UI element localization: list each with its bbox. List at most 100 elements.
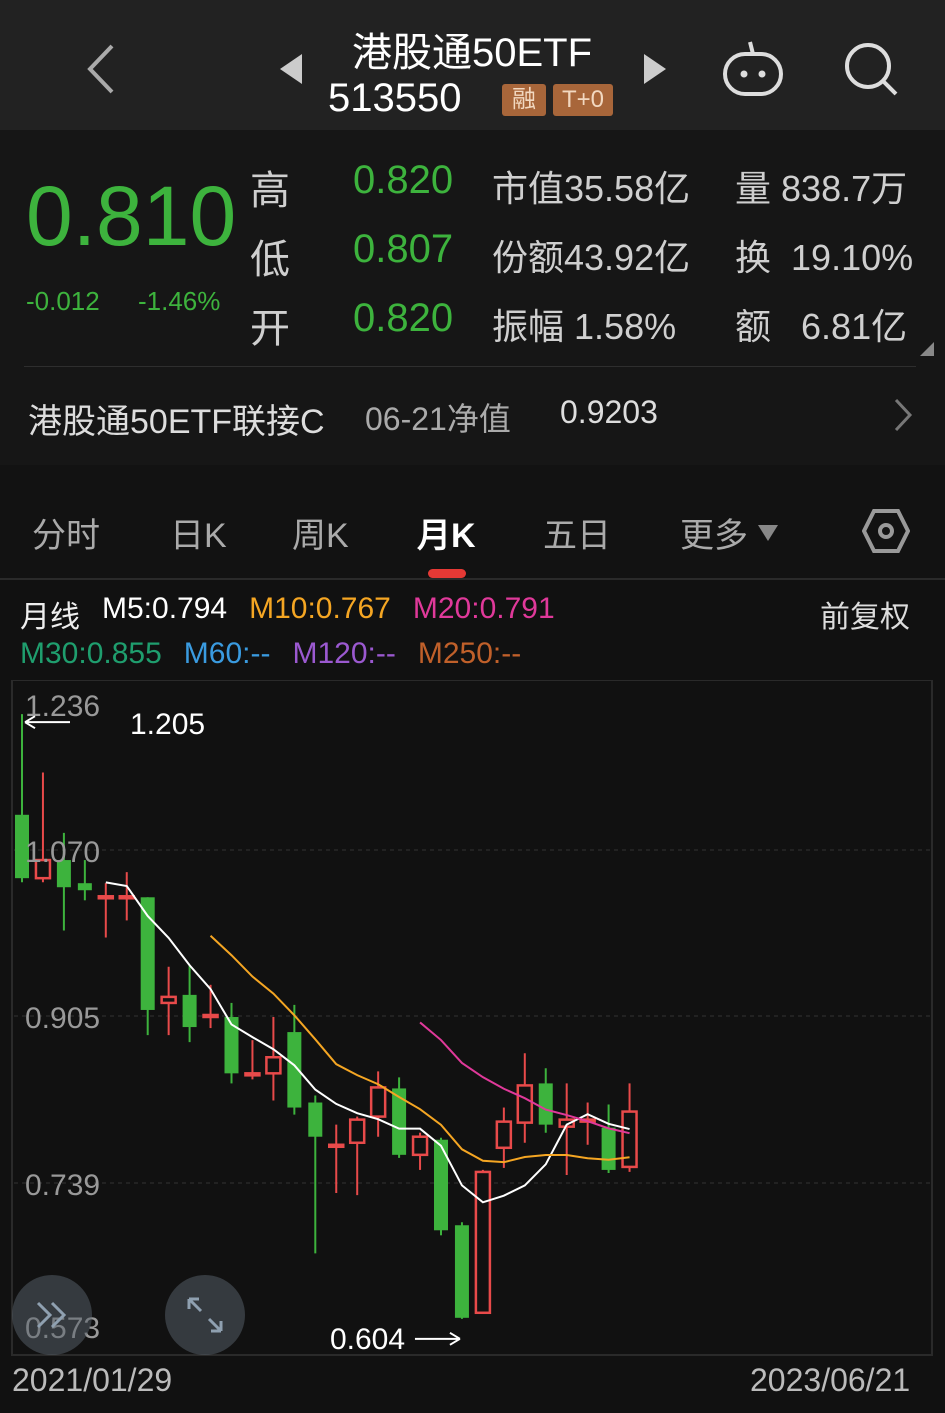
collapse-button[interactable] bbox=[12, 1275, 92, 1355]
ma250-value: M250:-- bbox=[417, 637, 522, 670]
x-end-date: 2023/06/21 bbox=[750, 1362, 911, 1398]
dropdown-icon bbox=[758, 525, 778, 541]
nav-date-label: 06-21净值 bbox=[365, 401, 511, 437]
candle-body-up bbox=[621, 1110, 638, 1169]
candle-body-down bbox=[140, 897, 155, 1010]
turnover-value: 19.10% bbox=[791, 237, 914, 278]
candle-body-up bbox=[118, 895, 135, 900]
candle-body-up bbox=[328, 1143, 345, 1149]
next-icon[interactable] bbox=[642, 54, 666, 84]
back-icon[interactable] bbox=[82, 42, 118, 96]
ma60-value: M60:-- bbox=[183, 637, 271, 670]
candle-body-up bbox=[348, 1118, 366, 1145]
shares-label: 份额 bbox=[492, 237, 565, 278]
candle-body-up bbox=[516, 1084, 534, 1124]
market-cap-value: 35.58亿 bbox=[564, 168, 691, 209]
ma120-value: M120:-- bbox=[292, 637, 396, 670]
chart-frame bbox=[11, 680, 933, 1356]
candle-body-down bbox=[77, 883, 92, 891]
margin-badge: 融 bbox=[502, 84, 546, 116]
ma5-line bbox=[105, 881, 630, 1204]
candle-body-up bbox=[244, 1072, 261, 1077]
stock-code: 513550 bbox=[328, 76, 462, 120]
robot-icon[interactable] bbox=[720, 36, 786, 98]
top-bar: 港股通50ETF 513550 融 T+0 bbox=[0, 0, 945, 130]
candle-body-up bbox=[495, 1120, 513, 1150]
open-label: 开 bbox=[250, 307, 290, 351]
turnover: 换 19.10% bbox=[735, 229, 913, 281]
candle-body-down bbox=[182, 994, 197, 1028]
candle-body-down bbox=[287, 1032, 302, 1108]
settings-icon[interactable] bbox=[862, 509, 910, 553]
amount-value: 6.81亿 bbox=[801, 306, 908, 347]
candle-body-down bbox=[454, 1225, 469, 1318]
ma20-line bbox=[419, 1021, 630, 1135]
tab-five-day[interactable]: 五日 bbox=[543, 517, 611, 555]
y-tick-label: 1.236 bbox=[25, 690, 100, 723]
linked-fund-name: 港股通50ETF联接C bbox=[28, 403, 325, 441]
volume-value: 838.7万 bbox=[781, 168, 908, 209]
amount-label: 额 bbox=[735, 306, 772, 347]
tab-more-label: 更多 bbox=[680, 517, 748, 555]
open-value: 0.820 bbox=[353, 296, 454, 340]
period-tabs: 分时 日K 周K 月K 五日 更多 bbox=[0, 465, 945, 578]
prev-icon[interactable] bbox=[280, 54, 304, 84]
amplitude-label: 振幅 bbox=[492, 306, 565, 347]
shares: 份额43.92亿 bbox=[492, 229, 690, 281]
candle-body-down bbox=[392, 1088, 407, 1155]
min-arrow-icon bbox=[414, 1331, 461, 1346]
candle-body-down bbox=[308, 1102, 323, 1137]
high-label: 高 bbox=[250, 169, 290, 213]
candle-body-up bbox=[97, 895, 115, 900]
tab-weekly-k[interactable]: 周K bbox=[292, 517, 349, 555]
candle-body-up bbox=[369, 1086, 387, 1118]
price-change-pct: -1.46% bbox=[138, 286, 221, 316]
low-label: 低 bbox=[250, 238, 290, 282]
ma5-value: M5:0.794 bbox=[102, 592, 228, 625]
fullscreen-button[interactable] bbox=[165, 1275, 245, 1355]
ma10-value: M10:0.767 bbox=[249, 592, 391, 625]
ma-title: 月线 bbox=[20, 601, 80, 634]
tab-monthly-k[interactable]: 月K bbox=[417, 517, 476, 555]
divider bbox=[24, 366, 916, 367]
turnover-label: 换 bbox=[735, 237, 772, 278]
chevron-right-icon bbox=[894, 398, 913, 432]
y-tick-label: 1.070 bbox=[25, 836, 100, 869]
linked-fund-row[interactable]: 港股通50ETF联接C 06-21净值 0.9203 bbox=[0, 370, 945, 460]
expand-corner-icon[interactable] bbox=[920, 342, 934, 356]
amplitude-value: 1.58% bbox=[574, 306, 677, 347]
quote-panel: 0.810 -0.012 -1.46% 高 0.820 低 0.807 开 0.… bbox=[0, 130, 945, 465]
candle-body-down bbox=[224, 1017, 239, 1074]
candle-body-up bbox=[202, 1013, 219, 1019]
amplitude: 振幅 1.58% bbox=[492, 298, 676, 350]
ma-legend-row-1: 月线 M5:0.794 M10:0.767 M20:0.791 bbox=[20, 592, 555, 636]
max-arrow-icon bbox=[24, 715, 70, 730]
collapse-icon bbox=[36, 1301, 67, 1329]
candle-body-up bbox=[474, 1170, 492, 1315]
min-price-label: 0.604 bbox=[330, 1323, 405, 1356]
candle-body-down bbox=[601, 1127, 616, 1170]
adjust-mode[interactable]: 前复权 bbox=[820, 601, 910, 634]
last-price: 0.810 bbox=[26, 169, 237, 263]
tab-more[interactable]: 更多 bbox=[680, 508, 778, 557]
candle-body-down bbox=[15, 814, 29, 879]
amount: 额 6.81亿 bbox=[735, 298, 907, 350]
candle-body-down bbox=[434, 1139, 448, 1231]
ma30-value: M30:0.855 bbox=[20, 637, 162, 670]
search-icon[interactable] bbox=[842, 40, 900, 98]
candle-body-up bbox=[411, 1135, 429, 1157]
ma10-line bbox=[209, 934, 630, 1164]
t0-badge: T+0 bbox=[553, 84, 613, 116]
divider bbox=[0, 578, 945, 580]
market-cap-label: 市值 bbox=[492, 168, 565, 209]
y-tick-label: 0.905 bbox=[25, 1002, 100, 1035]
tab-intraday[interactable]: 分时 bbox=[32, 517, 100, 555]
ma-legend-row-2: M30:0.855 M60:-- M120:-- M250:-- bbox=[20, 637, 521, 671]
candle-body-up bbox=[34, 858, 52, 880]
high-value: 0.820 bbox=[353, 158, 454, 202]
tab-daily-k[interactable]: 日K bbox=[170, 517, 227, 555]
max-price-label: 1.205 bbox=[130, 708, 205, 741]
volume-label: 量 bbox=[735, 168, 772, 209]
candle-body-down bbox=[538, 1083, 553, 1125]
